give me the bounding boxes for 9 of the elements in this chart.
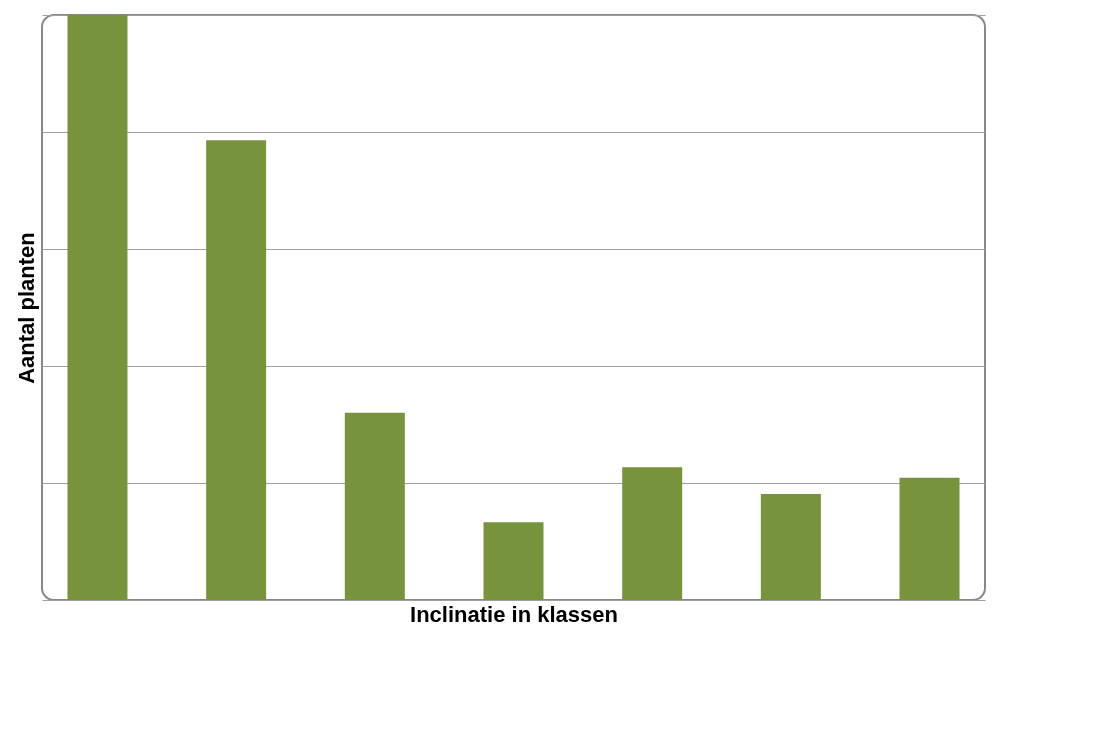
bar [760,494,821,600]
x-axis-title: Inclinatie in klassen [410,601,618,627]
bar [206,140,267,600]
y-axis-title: Aantal planten [13,232,39,384]
bar [67,15,128,600]
bar [483,522,544,600]
bar [344,412,405,600]
bar [622,467,683,600]
bar [899,477,960,600]
